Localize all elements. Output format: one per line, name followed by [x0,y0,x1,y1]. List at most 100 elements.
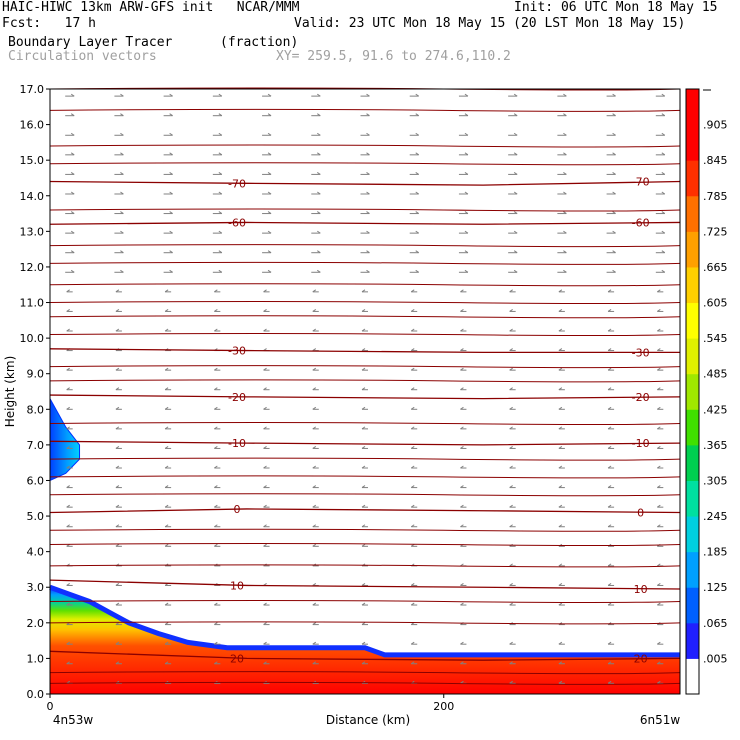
circulation-vector [607,426,615,430]
isotherm-line [49,493,681,497]
circulation-vector [607,406,615,410]
circulation-vector [409,230,419,234]
circulation-vector [508,132,518,136]
circulation-vector [607,661,615,665]
circulation-vector [558,289,565,293]
circulation-vector [263,602,270,606]
circulation-vector [508,191,518,195]
circulation-vector [606,152,616,156]
y-tick-label: 0.0 [27,688,45,701]
circulation-vector [410,406,418,410]
circulation-vector [164,641,172,645]
circulation-vector [311,269,321,273]
isotherm-label: -20 [632,391,650,404]
circulation-vector [66,426,73,430]
circulation-vector [657,387,664,391]
circulation-vector [164,602,172,606]
circulation-vector [212,191,223,195]
circulation-vector [606,230,616,234]
circulation-vector [361,543,368,547]
circulation-vector [360,230,370,234]
circulation-vector [558,406,565,410]
circulation-vector [558,563,565,567]
circulation-vector [655,113,666,117]
circulation-vector [606,171,616,175]
y-axis-label: Height (km) [3,356,17,427]
y-tick-label: 13.0 [20,225,45,238]
circulation-vector [164,289,172,293]
circulation-vector [509,426,516,430]
colorbar-label: .725 [703,225,728,238]
circulation-vector [66,328,73,332]
circulation-vector [460,641,467,645]
circulation-vector [460,328,467,332]
circulation-vector [66,602,73,606]
circulation-vector [508,230,518,234]
circulation-vector [558,504,565,508]
circulation-vector [557,191,567,195]
circulation-vector [361,309,368,312]
circulation-vector [115,485,122,489]
field-title: Boundary Layer Tracer [8,35,173,50]
colorbar-swatch [686,551,699,588]
circulation-vector [557,230,567,234]
circulation-vector [607,485,615,489]
circulation-vector [360,171,370,175]
colorbar-swatch [686,195,699,232]
circulation-vector [312,641,319,645]
circulation-vector [164,661,172,665]
circulation-vector [115,446,122,449]
circulation-vector [114,113,124,117]
circulation-vector [212,93,223,97]
circulation-vector [114,132,124,136]
circulation-vector [263,622,270,626]
circulation-vector [311,113,321,117]
y-tick-label: 8.0 [27,403,45,416]
circulation-vector [558,485,565,489]
circulation-vector [509,524,516,528]
circulation-vector [115,406,122,410]
circulation-vector [164,387,172,391]
circulation-vector [606,191,616,195]
circulation-vector [163,171,173,175]
colorbar-label: .785 [703,190,728,203]
circulation-vector [460,504,467,508]
circulation-vector [558,602,565,606]
colorbar-label: .605 [703,297,728,310]
circulation-vector [66,504,73,508]
circulation-vector [361,367,368,371]
circulation-vector [361,348,368,352]
circulation-vector [163,269,173,273]
isotherm-label: 10 [634,583,648,596]
circulation-vector [114,93,124,97]
circulation-vector [509,406,516,410]
circulation-vector [606,211,616,215]
circulation-vector [66,367,73,371]
circulation-vector [163,152,173,156]
circulation-vector [164,309,172,312]
colorbar-swatch [686,124,699,161]
circulation-vector [606,113,616,117]
circulation-vector [460,465,467,469]
circulation-vector [508,93,518,97]
circulation-vector [460,583,467,586]
circulation-vector [607,524,615,528]
circulation-vector [655,152,666,156]
circulation-vector [263,524,270,528]
circulation-vector [66,446,73,449]
circulation-vector [558,641,565,645]
y-tick-label: 6.0 [27,474,45,487]
circulation-vector [360,113,370,117]
circulation-vector [458,152,469,156]
circulation-vector [65,191,75,195]
circulation-vector [214,465,221,469]
colorbar-swatch [686,587,699,624]
circulation-vector [360,191,370,195]
circulation-vector [607,641,615,645]
y-tick-label: 16.0 [20,119,45,132]
isotherm-line [49,108,681,112]
circulation-vector [509,289,516,293]
circulation-vector [65,132,75,136]
circulation-vector [163,191,173,195]
circulation-vector [311,230,321,234]
